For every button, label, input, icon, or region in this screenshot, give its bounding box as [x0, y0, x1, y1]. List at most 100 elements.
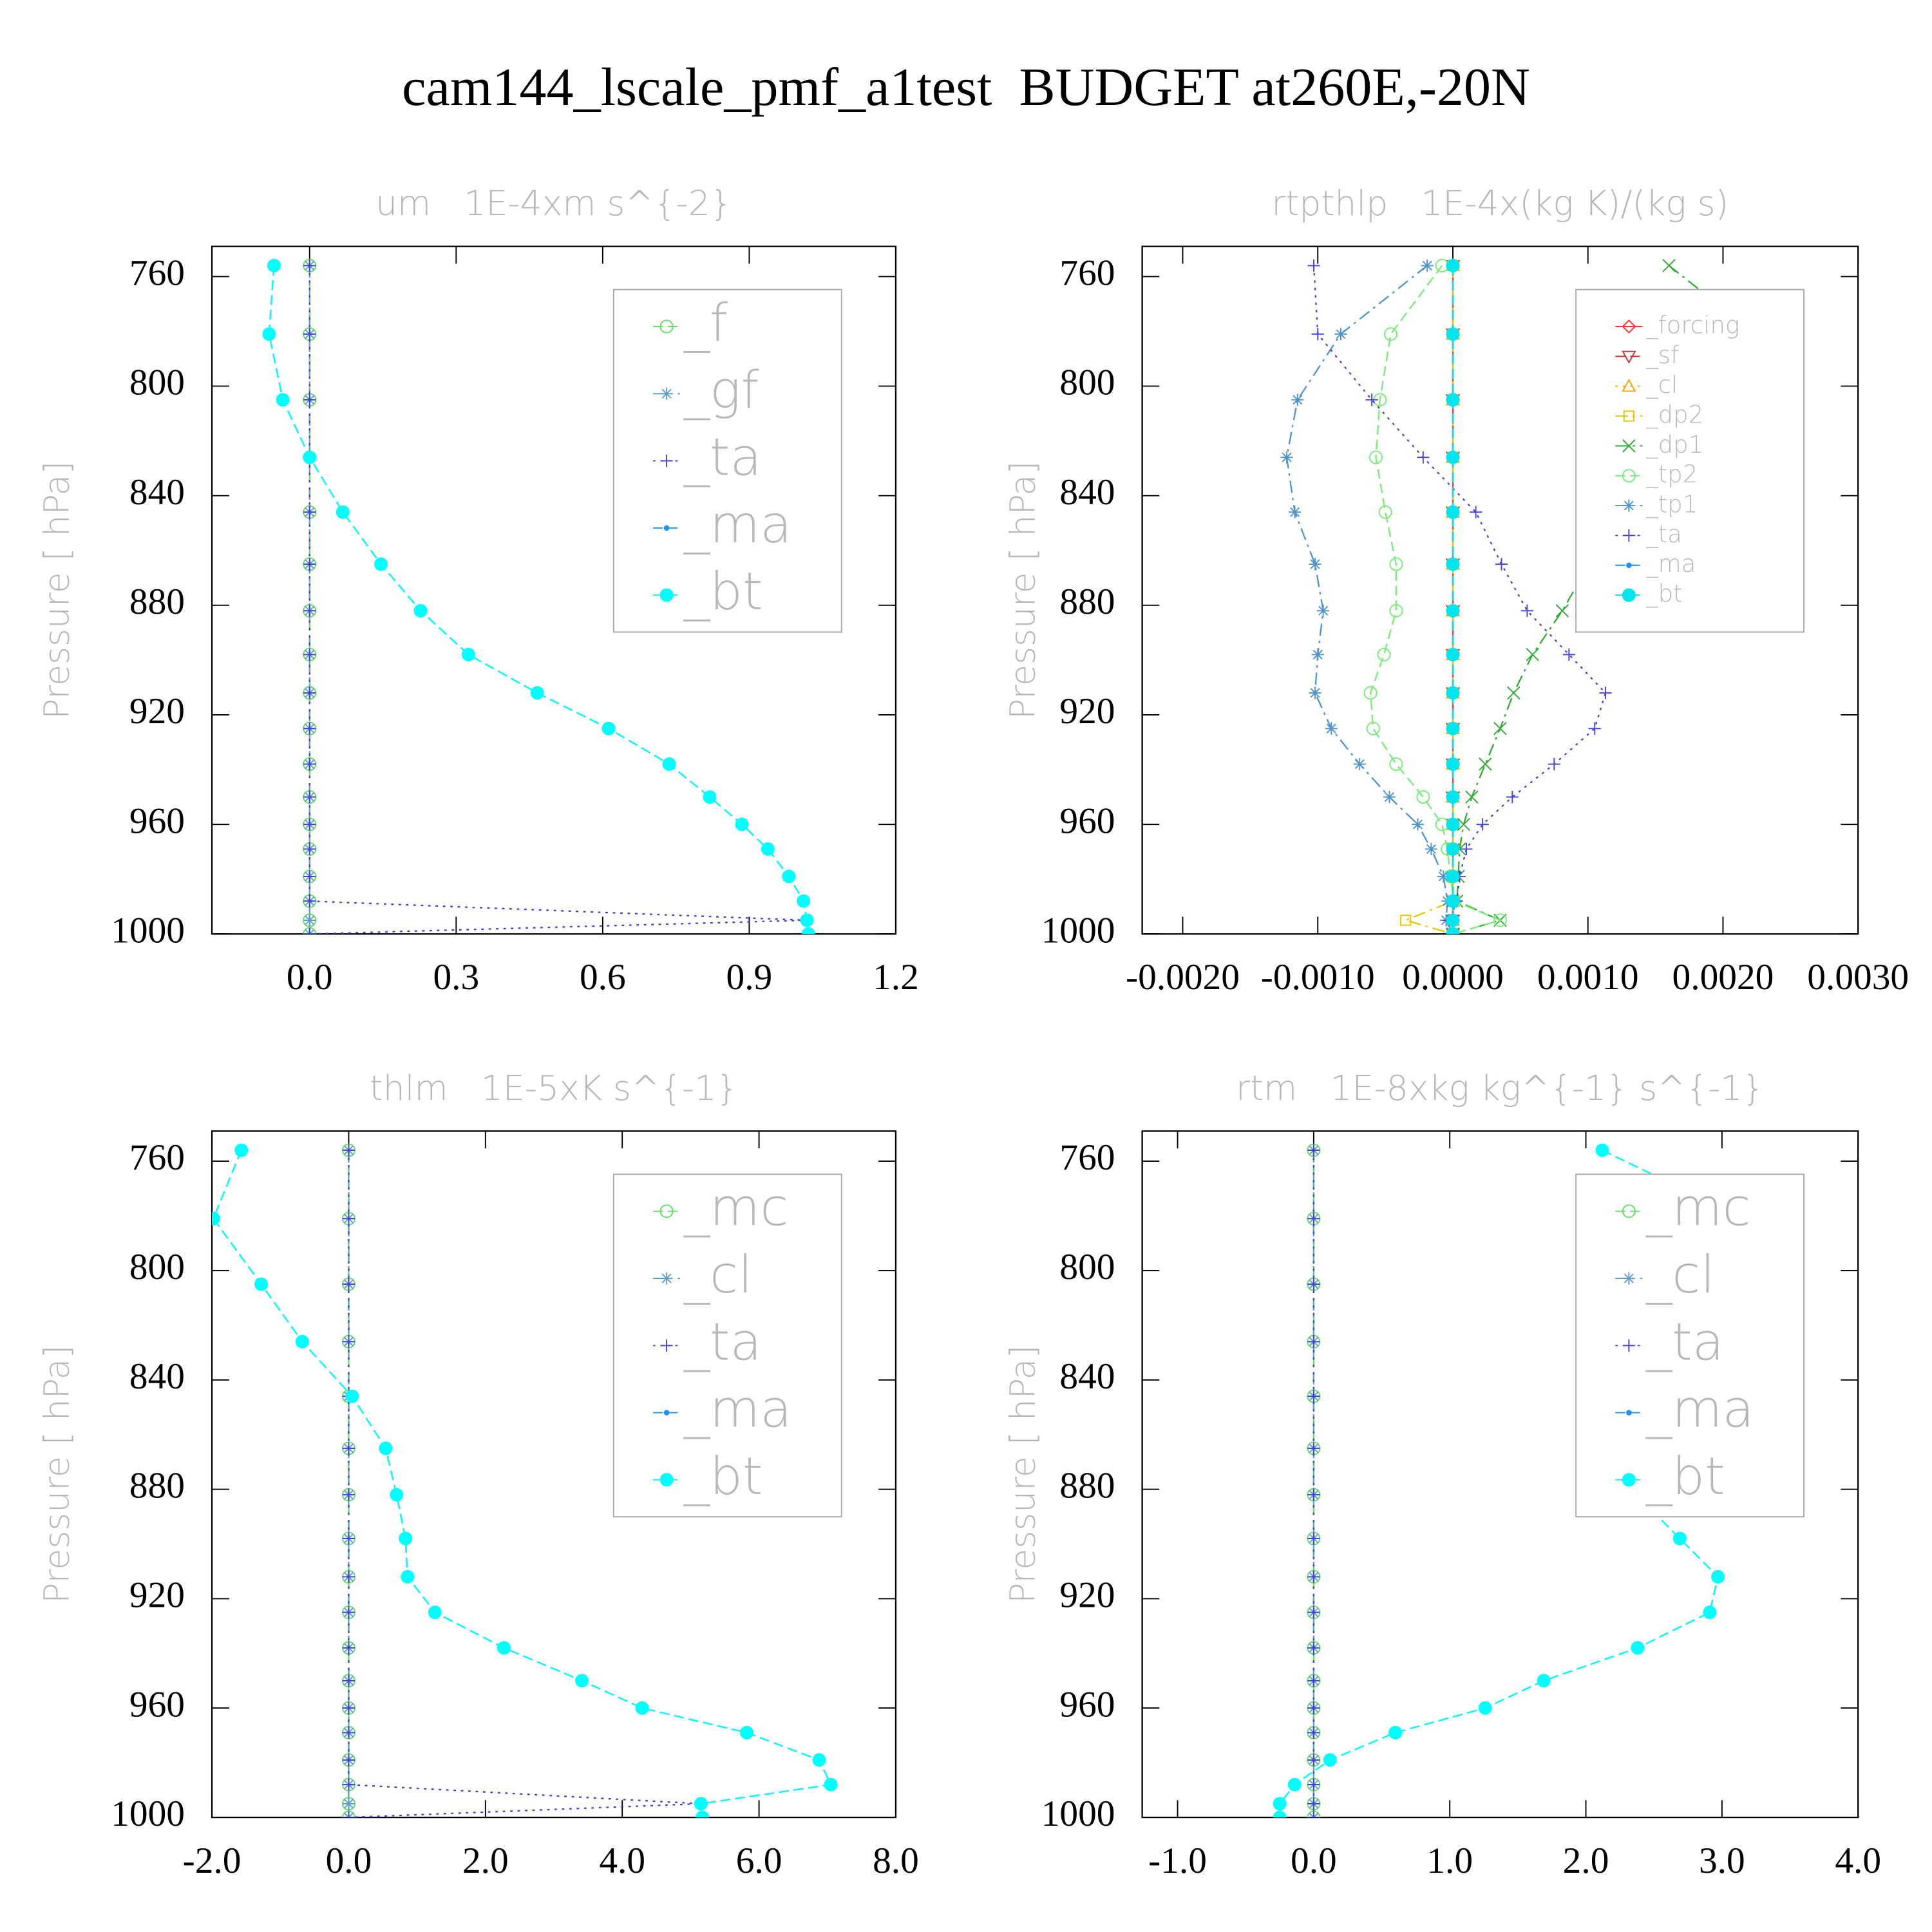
- marker: [303, 327, 317, 341]
- marker: [303, 603, 317, 618]
- marker: [1465, 790, 1479, 804]
- y-tick-label: 800: [1059, 363, 1115, 403]
- marker: [1476, 818, 1489, 831]
- marker: [1307, 1778, 1320, 1791]
- marker: [303, 557, 317, 571]
- marker: [303, 757, 316, 771]
- marker: [1273, 1797, 1287, 1811]
- marker: [497, 1641, 511, 1655]
- legend-label: _ma: [1645, 1379, 1754, 1439]
- legend-marker: [1623, 410, 1634, 422]
- figure-title: cam144_lscale_pmf_a1test BUDGET at260E,-…: [402, 57, 1530, 117]
- marker: [1311, 328, 1324, 341]
- legend-label: _ta: [1645, 520, 1682, 549]
- marker: [575, 1674, 589, 1688]
- marker: [303, 450, 317, 464]
- legend-label: _sf: [1645, 341, 1679, 370]
- marker: [336, 505, 350, 519]
- legend-label: _mc: [683, 1177, 789, 1238]
- marker: [1562, 648, 1575, 661]
- marker: [1307, 1335, 1320, 1348]
- x-tick-label: -2.0: [183, 1841, 242, 1881]
- marker: [1493, 913, 1507, 927]
- marker: [1289, 506, 1302, 518]
- legend-label: _cl: [683, 1244, 753, 1305]
- x-tick-label: 0.0030: [1807, 957, 1909, 998]
- marker: [303, 259, 316, 272]
- marker: [1307, 1674, 1320, 1687]
- legend-marker: [663, 525, 670, 531]
- y-tick-label: 840: [129, 472, 185, 513]
- marker: [303, 818, 316, 831]
- marker: [401, 1569, 415, 1584]
- marker: [1495, 558, 1508, 571]
- marker: [1417, 451, 1430, 464]
- marker: [303, 913, 317, 927]
- marker: [342, 1488, 355, 1501]
- marker: [303, 757, 317, 772]
- legend-label: _ma: [683, 1379, 792, 1439]
- marker: [303, 927, 317, 934]
- legend-marker: [660, 1339, 673, 1352]
- marker: [342, 1701, 355, 1714]
- y-tick-label: 880: [129, 582, 185, 622]
- marker: [1353, 757, 1366, 771]
- marker: [303, 258, 317, 272]
- marker: [212, 1211, 220, 1226]
- plot-frame: [1141, 1130, 1859, 1819]
- marker: [1446, 505, 1460, 519]
- marker: [303, 393, 317, 407]
- marker: [1446, 258, 1460, 272]
- y-tick-label: 960: [1059, 1684, 1115, 1725]
- marker: [1526, 648, 1539, 661]
- y-tick-label: 840: [129, 1356, 185, 1397]
- marker: [342, 1811, 355, 1818]
- marker: [303, 894, 317, 908]
- y-tick-label: 760: [129, 253, 185, 294]
- panel-title: thlm 1E-5xK s^{-1}: [370, 1068, 739, 1108]
- x-tick-label: 0.0: [1291, 1841, 1337, 1881]
- legend-marker: [663, 1410, 670, 1416]
- marker: [303, 558, 316, 571]
- marker: [694, 1797, 708, 1811]
- legend-marker: [1622, 499, 1635, 512]
- marker: [1307, 1390, 1320, 1403]
- y-axis-label: Pressure [ hPa]: [37, 1345, 77, 1604]
- marker: [1307, 1442, 1320, 1455]
- marker: [342, 1278, 355, 1291]
- legend-label: _ma: [1645, 550, 1696, 578]
- marker: [1307, 1797, 1320, 1810]
- marker: [303, 647, 317, 661]
- marker: [390, 1488, 404, 1502]
- legend-label: _bt: [683, 1446, 763, 1506]
- marker: [303, 506, 316, 518]
- marker: [1460, 842, 1473, 855]
- marker: [801, 927, 815, 934]
- marker: [782, 869, 796, 884]
- x-tick-label: 0.6: [580, 957, 626, 998]
- marker: [1389, 757, 1403, 772]
- legend-label: _dp2: [1645, 401, 1703, 430]
- marker: [1307, 1642, 1320, 1654]
- marker: [1506, 791, 1519, 804]
- legend-marker: [660, 454, 673, 468]
- marker: [303, 869, 317, 884]
- marker: [1470, 506, 1482, 518]
- legend-marker: [1622, 1272, 1635, 1285]
- legend-marker: [1626, 1410, 1632, 1416]
- marker: [303, 870, 316, 883]
- legend-marker: [1622, 439, 1636, 453]
- marker: [342, 1726, 355, 1739]
- marker: [342, 1642, 355, 1654]
- legend-box: [1575, 289, 1804, 633]
- marker: [428, 1605, 442, 1620]
- marker: [379, 1441, 393, 1455]
- marker: [1446, 927, 1460, 934]
- marker: [303, 648, 316, 661]
- legend-label: _cl: [1645, 371, 1678, 399]
- marker: [1307, 1570, 1320, 1584]
- marker: [342, 1335, 355, 1348]
- marker: [342, 1754, 355, 1766]
- y-tick-label: 880: [1059, 1466, 1115, 1506]
- marker: [1411, 818, 1425, 831]
